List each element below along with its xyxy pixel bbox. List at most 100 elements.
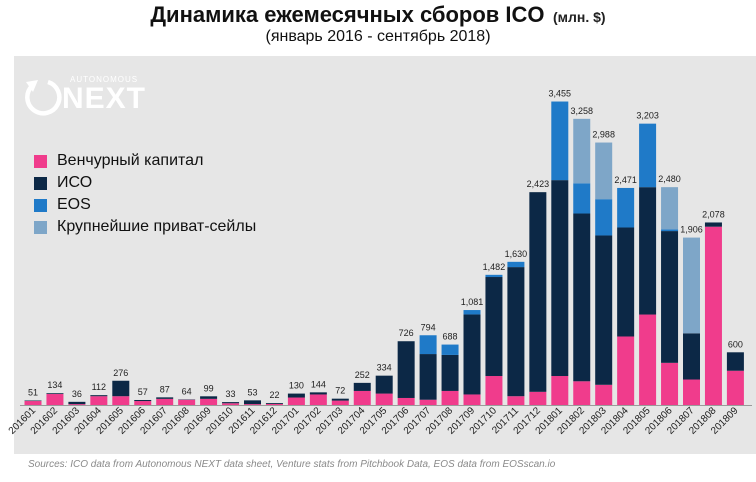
bar-segment (46, 394, 64, 405)
bar-total-label: 3,455 (549, 89, 572, 99)
bar-total-label: 600 (728, 339, 743, 349)
bar-segment (200, 396, 218, 399)
bar-segment (90, 396, 108, 405)
bar-total-label: 2,480 (658, 174, 681, 184)
bar-segment (573, 381, 591, 405)
bar-segment (375, 375, 393, 394)
bar-total-label: 53 (247, 387, 257, 397)
bar-segment (112, 380, 130, 397)
bar-segment (639, 123, 657, 188)
legend-item-vc: Венчурный капитал (34, 150, 256, 172)
bar-segment (617, 187, 635, 228)
legend-item-eos: EOS (34, 194, 256, 216)
bar-segment (331, 400, 349, 405)
bar-total-label: 87 (160, 384, 170, 394)
bar-total-label: 2,471 (614, 175, 637, 185)
bar-segment (573, 118, 591, 184)
bar-segment (309, 392, 327, 395)
bar-total-label: 1,906 (680, 225, 703, 235)
bar-segment (726, 352, 744, 371)
bar-segment (683, 237, 700, 334)
bar-segment (683, 333, 700, 380)
bar-segment (661, 362, 679, 405)
bar-segment (419, 399, 437, 405)
bar-segment (463, 310, 481, 315)
bar-segment (639, 187, 657, 315)
source-note: Sources: ICO data from Autonomous NEXT d… (28, 459, 556, 470)
bar-segment (617, 336, 635, 405)
legend-item-private: Крупнейшие приват-сейлы (34, 216, 256, 238)
legend-item-ico: ИСО (34, 172, 256, 194)
bar-total-label: 22 (269, 390, 279, 400)
bar-segment (156, 398, 174, 405)
bar-segment (68, 401, 86, 405)
bar-total-label: 688 (443, 332, 458, 342)
bar-segment (46, 393, 64, 395)
bar-segment (485, 376, 503, 405)
bar-total-label: 134 (47, 380, 62, 390)
bar-segment (661, 187, 679, 230)
bar-segment (178, 399, 196, 405)
bar-segment (463, 314, 481, 395)
bar-segment (595, 142, 613, 200)
bar-total-label: 33 (226, 389, 236, 399)
bar-total-label: 726 (399, 328, 414, 338)
bar-segment (573, 213, 591, 382)
bar-segment (507, 261, 525, 268)
bar-segment (683, 379, 700, 405)
bar-segment (112, 396, 130, 405)
circular-arrow-icon (25, 79, 62, 116)
bar-segment (551, 180, 569, 377)
bar-total-label: 99 (204, 383, 214, 393)
bar-total-label: 1,630 (505, 249, 528, 259)
bar-segment (287, 393, 305, 398)
bar-segment (68, 404, 86, 405)
chart-subtitle: (январь 2016 - сентябрь 2018) (265, 28, 491, 45)
chart-title: Динамика ежемесячных сборов ICO (150, 2, 545, 27)
bar-total-label: 3,203 (636, 111, 659, 121)
bar-segment (134, 401, 152, 405)
bar-segment (639, 314, 657, 405)
bar-total-label: 130 (289, 381, 304, 391)
bar-segment (485, 274, 503, 278)
bar-segment (244, 404, 261, 405)
bar-segment (529, 391, 547, 405)
bar-segment (134, 399, 152, 402)
bar-segment (595, 384, 613, 405)
bar-total-label: 334 (377, 363, 392, 373)
bar-segment (397, 341, 415, 398)
chart-title-line: Динамика ежемесячных сборов ICO (млн. $) (0, 2, 756, 28)
bar-segment (90, 395, 108, 397)
bar-total-label: 276 (113, 368, 128, 378)
bar-segment (309, 394, 327, 405)
bar-total-label: 3,258 (570, 106, 593, 116)
bar-segment (441, 354, 459, 391)
bar-segment (726, 370, 744, 405)
bar-segment (661, 231, 679, 363)
bar-segment (244, 400, 261, 405)
chart-legend: Венчурный капитал ИСО EOS Крупнейшие при… (34, 150, 256, 238)
bar-segment (265, 403, 283, 404)
bar-segment (595, 235, 613, 385)
bar-segment (463, 394, 481, 405)
bar-total-label: 57 (138, 387, 148, 397)
bar-total-label: 794 (421, 322, 436, 332)
bar-segment (507, 396, 525, 405)
bar-total-label: 2,988 (592, 130, 615, 140)
bar-total-label: 1,482 (483, 262, 506, 272)
bar-segment (265, 403, 283, 405)
bar-segment (331, 398, 349, 401)
logo-big-text: NEXT (62, 82, 147, 115)
legend-label-vc: Венчурный капитал (57, 152, 204, 169)
bar-segment (222, 402, 240, 404)
legend-swatch-eos (34, 198, 47, 212)
legend-label-ico: ИСО (57, 174, 93, 191)
bar-segment (353, 382, 371, 391)
legend-swatch-vc (34, 154, 47, 168)
bar-segment (617, 227, 635, 337)
legend-swatch-private (34, 220, 47, 234)
logo-small-text: AUTONOMOUS (70, 75, 139, 84)
bar-total-label: 112 (92, 382, 106, 392)
bar-total-label: 64 (182, 386, 192, 396)
bar-total-label: 36 (72, 389, 82, 399)
